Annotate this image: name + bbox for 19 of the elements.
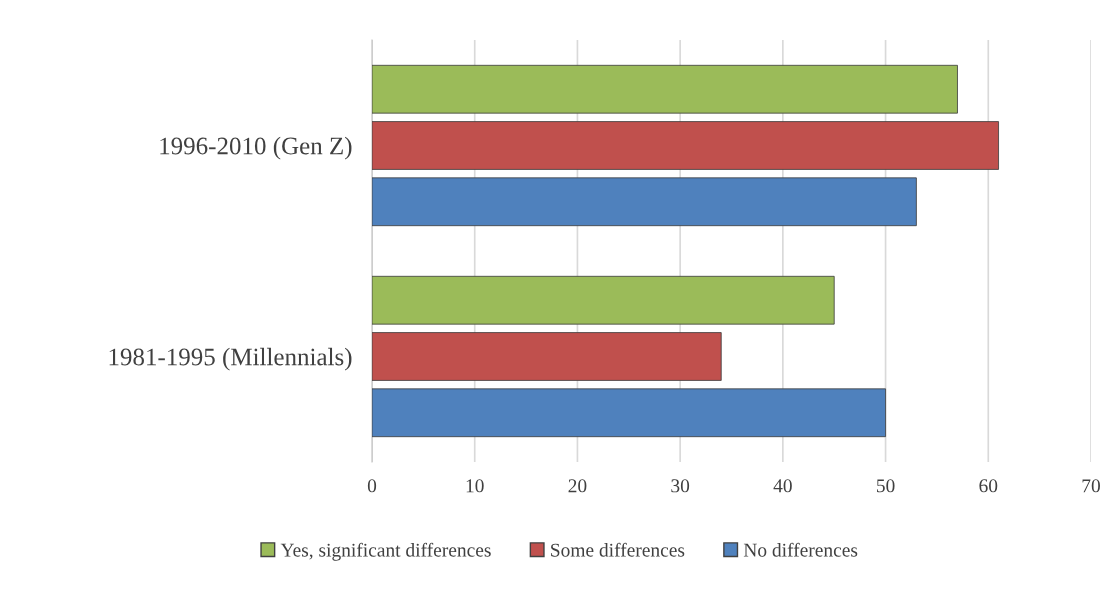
y-tick-label: 1981-1995 (Millennials)	[109, 347, 352, 371]
legend-label: No differences	[743, 542, 858, 557]
bar	[372, 332, 722, 381]
bar	[372, 388, 886, 438]
x-tick-label: 0	[367, 479, 377, 493]
bar	[372, 64, 958, 114]
legend-label: Some differences	[551, 542, 685, 557]
bar	[372, 121, 999, 170]
x-tick-label: 40	[773, 479, 792, 493]
x-tick-label: 70	[1082, 479, 1100, 493]
x-tick-label: 20	[568, 479, 587, 493]
bar	[372, 177, 917, 227]
y-tick-label: 1996-2010 (Gen Z)	[160, 136, 352, 160]
x-tick-label: 50	[876, 479, 895, 493]
x-tick-label: 30	[671, 479, 690, 493]
legend-label: Yes, significant differences	[280, 542, 491, 561]
x-tick-label: 10	[466, 479, 484, 493]
bar	[372, 275, 835, 325]
x-tick-label: 60	[979, 479, 998, 493]
